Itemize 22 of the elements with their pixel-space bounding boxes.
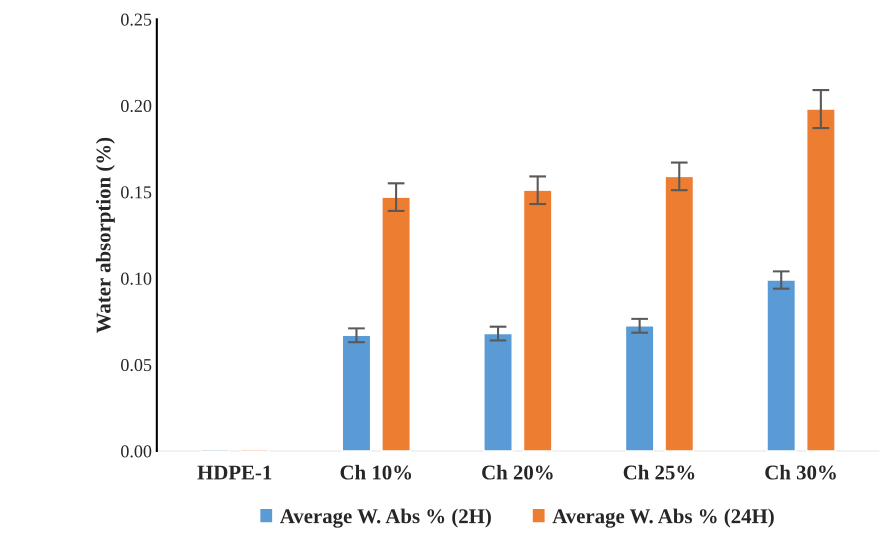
y-tick-label: 0.25 [121, 14, 152, 26]
bar [766, 279, 796, 452]
x-tick-label: Ch 25% [624, 464, 694, 480]
bar [483, 332, 513, 452]
x-tick-label: HDPE-1 [197, 466, 272, 480]
bar [342, 334, 372, 452]
x-tick-label: Ch 10% [340, 464, 412, 480]
y-tick-label: 0.15 [121, 186, 152, 198]
y-tick-label: 0.05 [121, 358, 152, 372]
y-tick-label: 0.00 [121, 445, 152, 458]
legend-label: Average W. Abs % (24H) [552, 508, 774, 528]
bar [806, 108, 836, 452]
bar [522, 190, 553, 452]
x-tick-label: Ch 20% [482, 464, 553, 480]
bar [381, 196, 411, 452]
bar [624, 325, 654, 452]
x-tick-label: Ch 30% [765, 464, 836, 480]
legend-label: Average W. Abs % (2H) [280, 508, 491, 528]
y-axis-title: Water absorption (%) [96, 138, 115, 334]
bar [664, 176, 694, 452]
y-tick-label: 0.10 [121, 272, 152, 285]
y-tick-label: 0.20 [121, 100, 152, 112]
